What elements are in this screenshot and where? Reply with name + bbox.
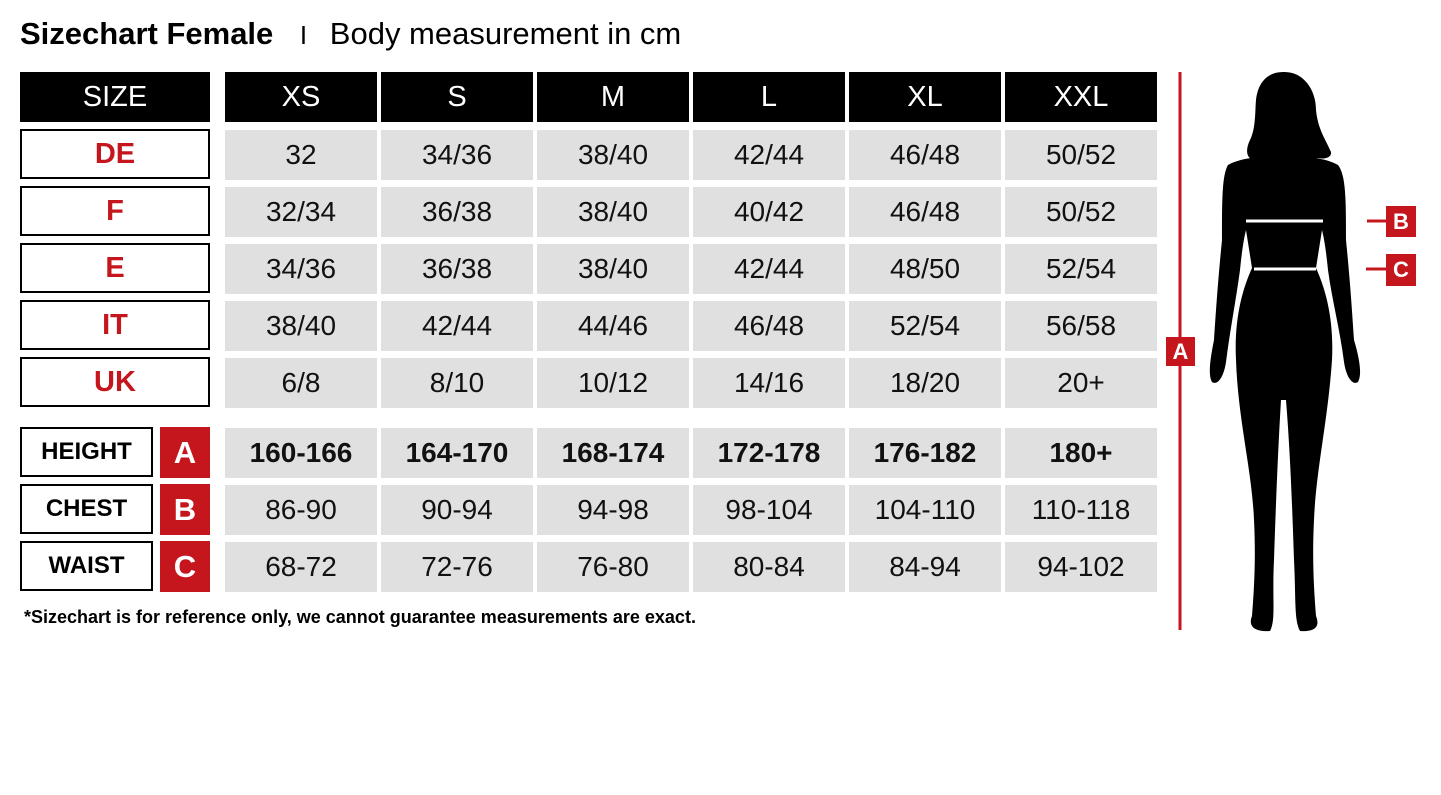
size-header-xl: XL	[849, 72, 1001, 122]
table-cell: 180+	[1005, 428, 1157, 478]
table-cell: 38/40	[537, 130, 689, 180]
table-cell: 52/54	[849, 301, 1001, 351]
size-header-xs: XS	[225, 72, 377, 122]
size-header-l: L	[693, 72, 845, 122]
table-cell: 6/8	[225, 358, 377, 408]
size-header-m: M	[537, 72, 689, 122]
table-cell: 46/48	[693, 301, 845, 351]
table-cell: 172-178	[693, 428, 845, 478]
table-cell: 52/54	[1005, 244, 1157, 294]
table-cell: 32	[225, 130, 377, 180]
table-cell: 84-94	[849, 542, 1001, 592]
table-cell: 56/58	[1005, 301, 1157, 351]
row-label-waist: WAIST	[20, 541, 153, 591]
row-label-chest: CHEST	[20, 484, 153, 534]
table-cell: 32/34	[225, 187, 377, 237]
row-label-it: IT	[20, 300, 210, 350]
chest-marker: B	[1386, 206, 1416, 237]
table-cell: 90-94	[381, 485, 533, 535]
table-cell: 110-118	[1005, 485, 1157, 535]
title-subtitle: Body measurement in cm	[329, 16, 682, 51]
table-cell: 104-110	[849, 485, 1001, 535]
table-cell: 176-182	[849, 428, 1001, 478]
measure-letter-a: A	[160, 427, 210, 478]
table-cell: 44/46	[537, 301, 689, 351]
table-cell: 10/12	[537, 358, 689, 408]
table-cell: 168-174	[537, 428, 689, 478]
row-label-de: DE	[20, 129, 210, 179]
table-cell: 36/38	[381, 244, 533, 294]
table-cell: 68-72	[225, 542, 377, 592]
title-bold: Sizechart Female	[20, 16, 274, 51]
table-cell: 40/42	[693, 187, 845, 237]
title-separator: I	[299, 20, 308, 50]
table-cell: 160-166	[225, 428, 377, 478]
table-cell: 72-76	[381, 542, 533, 592]
row-label-e: E	[20, 243, 210, 293]
table-cell: 98-104	[693, 485, 845, 535]
size-header-s: S	[381, 72, 533, 122]
disclaimer-note: *Sizechart is for reference only, we can…	[24, 607, 696, 627]
table-cell: 8/10	[381, 358, 533, 408]
table-cell: 46/48	[849, 130, 1001, 180]
table-cell: 20+	[1005, 358, 1157, 408]
table-cell: 34/36	[381, 130, 533, 180]
table-cell: 50/52	[1005, 187, 1157, 237]
table-cell: 164-170	[381, 428, 533, 478]
size-header-xxl: XXL	[1005, 72, 1157, 122]
table-cell: 94-102	[1005, 542, 1157, 592]
size-header-label: SIZE	[20, 72, 210, 122]
row-label-height: HEIGHT	[20, 427, 153, 477]
table-cell: 42/44	[693, 244, 845, 294]
measure-letter-b: B	[160, 484, 210, 535]
table-cell: 38/40	[225, 301, 377, 351]
table-cell: 46/48	[849, 187, 1001, 237]
waist-marker: C	[1386, 254, 1416, 286]
height-marker: A	[1166, 337, 1195, 366]
table-cell: 48/50	[849, 244, 1001, 294]
measure-letter-c: C	[160, 541, 210, 592]
row-label-uk: UK	[20, 357, 210, 407]
table-cell: 34/36	[225, 244, 377, 294]
row-label-f: F	[20, 186, 210, 236]
table-cell: 14/16	[693, 358, 845, 408]
table-cell: 50/52	[1005, 130, 1157, 180]
page-title: Sizechart Female I Body measurement in c…	[20, 16, 681, 52]
table-cell: 94-98	[537, 485, 689, 535]
table-cell: 38/40	[537, 187, 689, 237]
table-cell: 42/44	[381, 301, 533, 351]
table-cell: 38/40	[537, 244, 689, 294]
table-cell: 86-90	[225, 485, 377, 535]
table-cell: 80-84	[693, 542, 845, 592]
table-cell: 36/38	[381, 187, 533, 237]
table-cell: 18/20	[849, 358, 1001, 408]
table-cell: 42/44	[693, 130, 845, 180]
table-cell: 76-80	[537, 542, 689, 592]
